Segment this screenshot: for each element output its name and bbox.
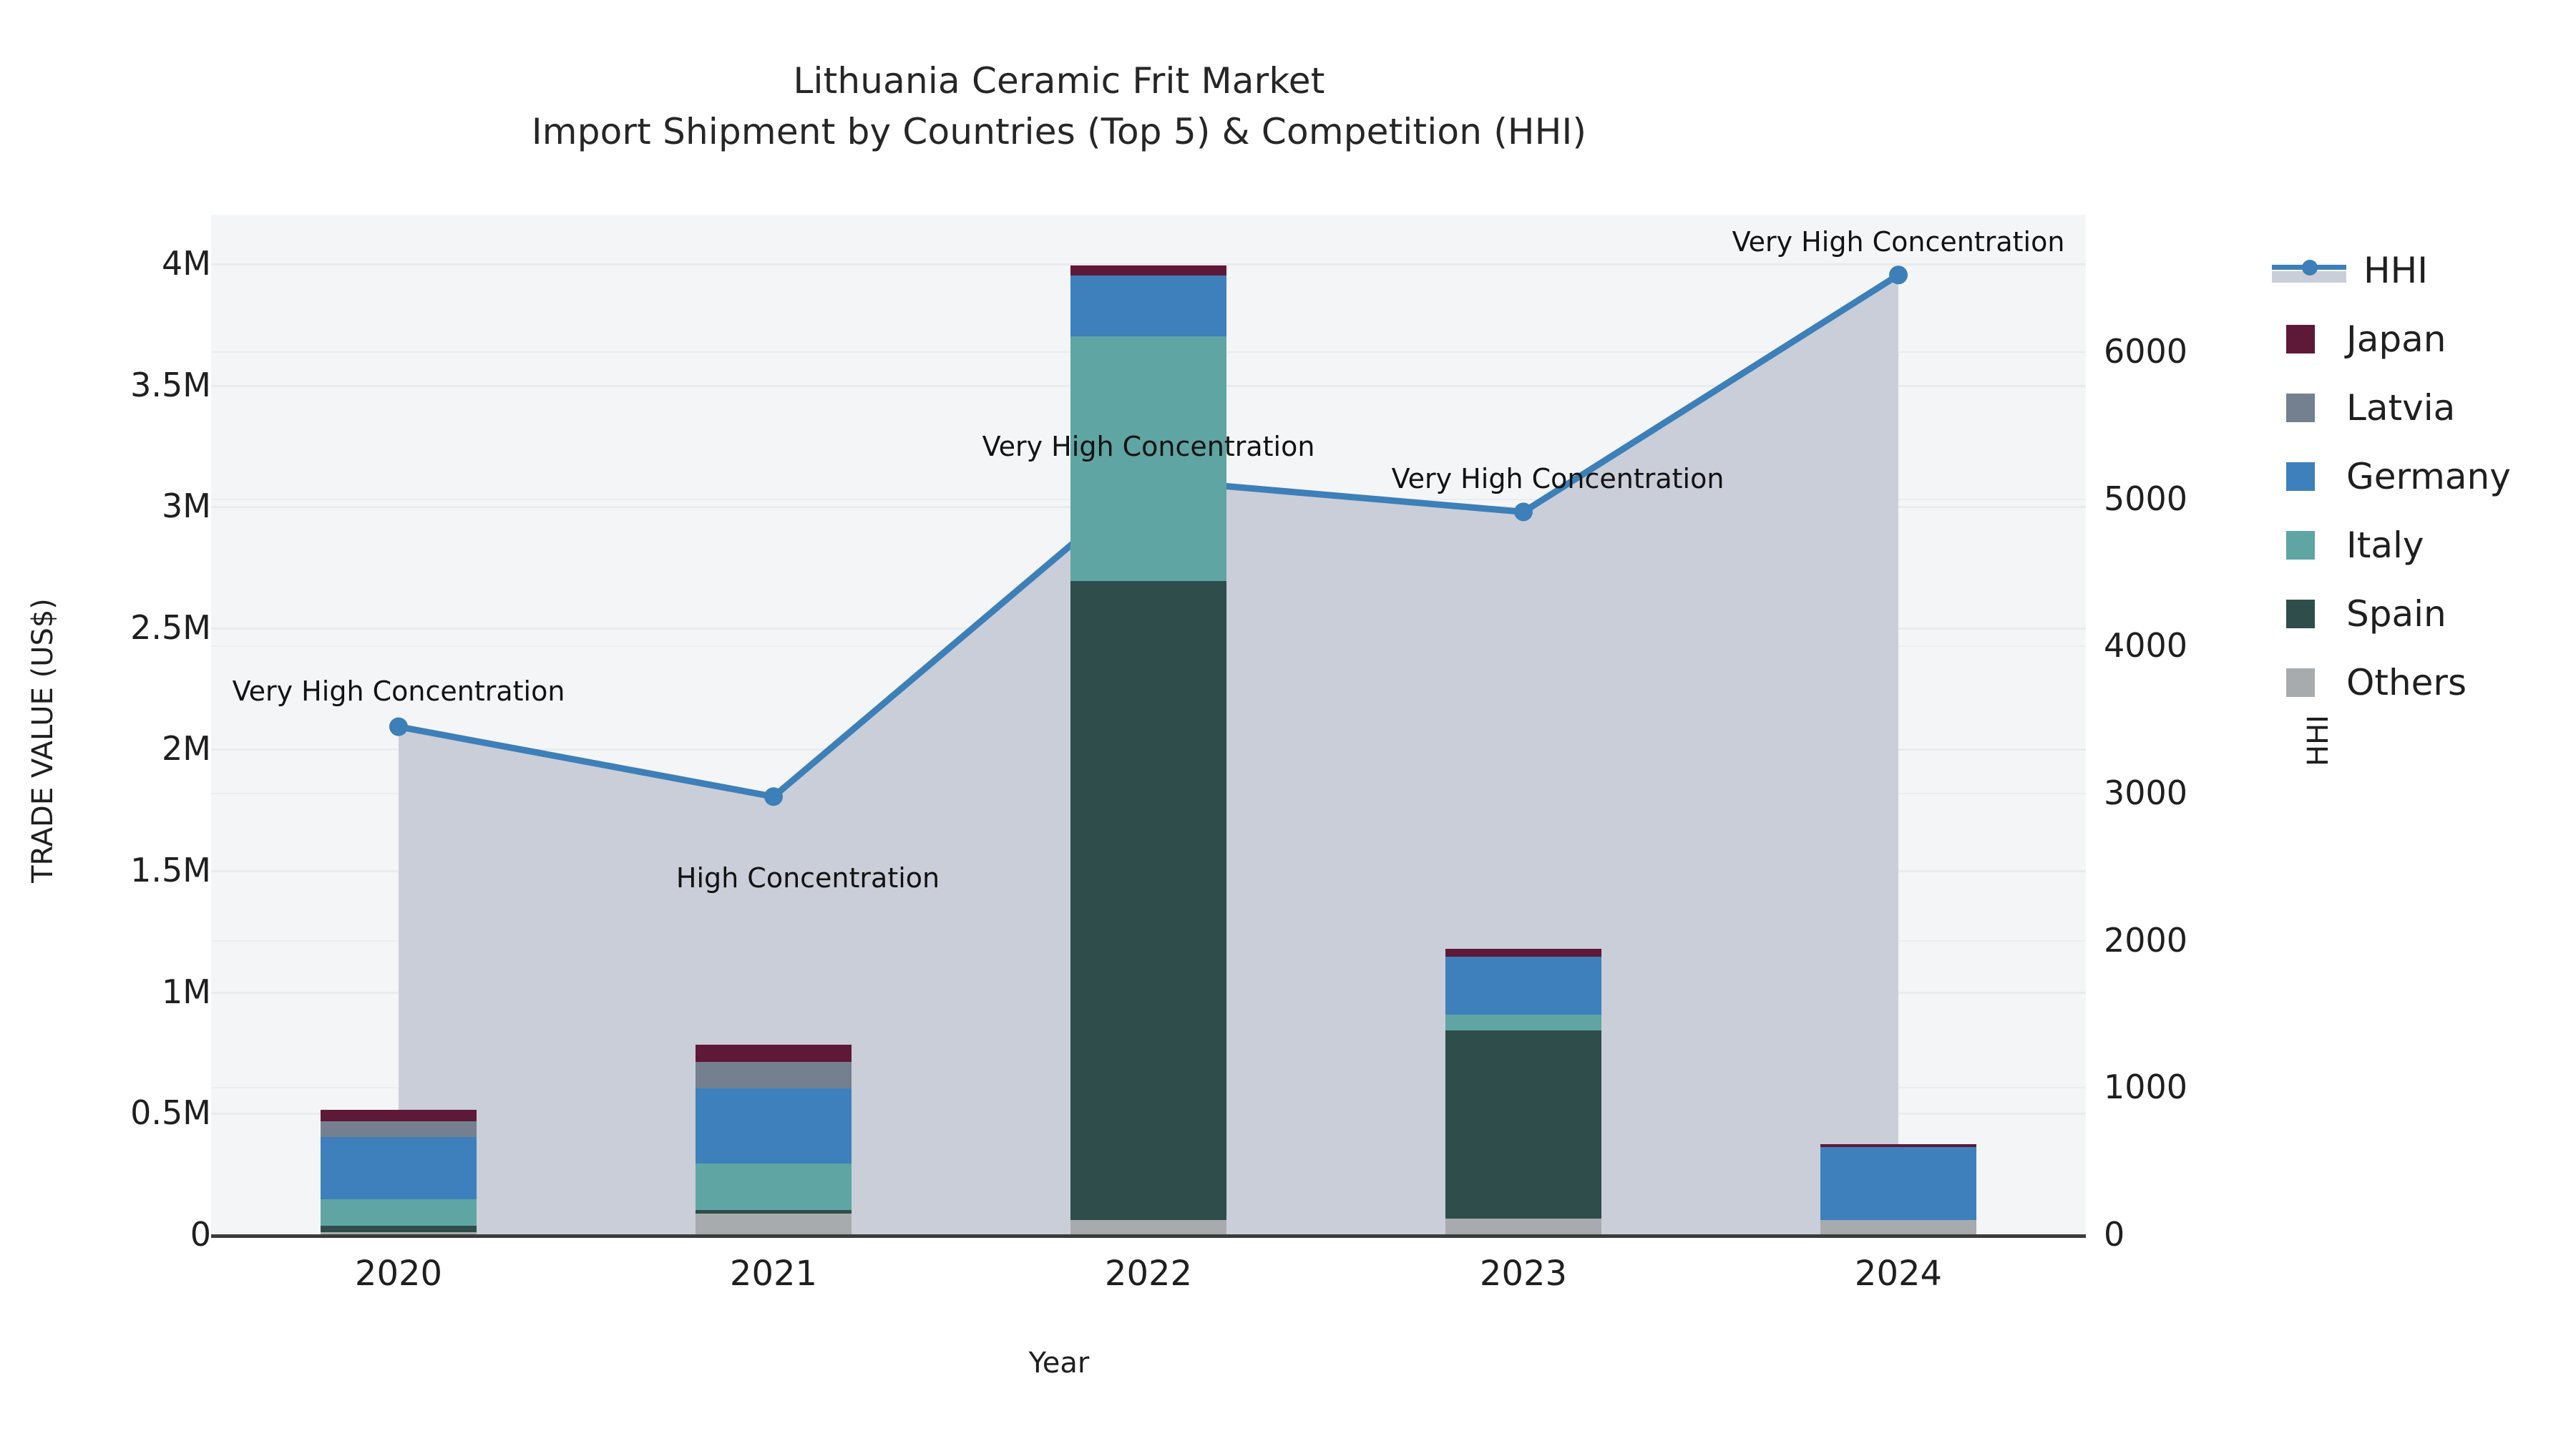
bar-segment-japan-2020[interactable] xyxy=(321,1109,477,1122)
x-tick-label-2022: 2022 xyxy=(1104,1254,1193,1294)
bar-segment-japan-2021[interactable] xyxy=(696,1045,852,1062)
legend-label: Germany xyxy=(2346,456,2511,497)
legend-item-germany[interactable]: Germany xyxy=(2272,442,2511,511)
y-tick-label: 1.5M xyxy=(130,851,211,890)
bar-segment-italy-2022[interactable] xyxy=(1070,336,1226,582)
bar-segment-others-2023[interactable] xyxy=(1445,1218,1601,1234)
bar-segment-germany-2023[interactable] xyxy=(1445,956,1601,1015)
legend-swatch-icon xyxy=(2286,531,2315,560)
y-tick-label-secondary: 3000 xyxy=(2104,774,2188,813)
bar-group-2024[interactable] xyxy=(1820,1143,1976,1234)
hhi-point-2023 xyxy=(1514,502,1533,522)
bar-segment-spain-2021[interactable] xyxy=(696,1209,852,1214)
bar-segment-germany-2021[interactable] xyxy=(696,1088,852,1164)
bar-segment-others-2021[interactable] xyxy=(696,1214,852,1234)
legend-item-italy[interactable]: Italy xyxy=(2272,511,2511,580)
legend-line-key-icon xyxy=(2272,258,2346,283)
hhi-annotation-2020: Very High Concentration xyxy=(232,675,565,707)
hhi-annotation-2022: Very High Concentration xyxy=(982,431,1315,463)
gridline xyxy=(211,263,2086,265)
legend-swatch-icon xyxy=(2286,668,2315,697)
legend-label: Italy xyxy=(2346,525,2424,566)
y-axis-title: TRADE VALUE (US$) xyxy=(26,598,59,883)
bar-segment-japan-2024[interactable] xyxy=(1820,1143,1976,1147)
legend-label: HHI xyxy=(2363,250,2428,291)
legend-label: Latvia xyxy=(2346,387,2456,429)
x-tick-label-2021: 2021 xyxy=(729,1254,818,1294)
bar-segment-spain-2023[interactable] xyxy=(1445,1030,1601,1219)
bar-segment-germany-2022[interactable] xyxy=(1070,275,1226,336)
legend-item-hhi[interactable]: HHI xyxy=(2272,236,2511,305)
y-tick-label: 2.5M xyxy=(130,608,211,647)
hhi-point-2020 xyxy=(389,717,408,736)
hhi-annotation-2021: High Concentration xyxy=(675,862,940,894)
legend-label: Japan xyxy=(2346,318,2446,360)
x-tick-label-2024: 2024 xyxy=(1854,1254,1943,1294)
chart-legend: HHI Japan Latvia Germany Italy Spain Others xyxy=(2272,236,2511,717)
x-axis-title: Year xyxy=(1028,1347,1090,1380)
bar-segment-italy-2021[interactable] xyxy=(696,1163,852,1210)
x-tick-label-2020: 2020 xyxy=(354,1254,443,1294)
y-tick-label: 4M xyxy=(162,243,211,283)
bar-segment-others-2020[interactable] xyxy=(321,1231,477,1234)
hhi-annotation-2023: Very High Concentration xyxy=(1391,463,1724,495)
x-axis-line xyxy=(211,1234,2086,1238)
bar-segment-spain-2022[interactable] xyxy=(1070,581,1226,1220)
chart-title-block: Lithuania Ceramic Frit Market Import Shi… xyxy=(0,56,2118,157)
y-tick-label-secondary: 2000 xyxy=(2104,920,2188,960)
y-tick-label: 0.5M xyxy=(130,1093,211,1133)
y-tick-label: 2M xyxy=(162,729,211,769)
y-tick-label-secondary: 5000 xyxy=(2104,479,2188,518)
hhi-point-2024 xyxy=(1889,265,1908,285)
bar-segment-spain-2020[interactable] xyxy=(321,1226,477,1232)
legend-label: Spain xyxy=(2346,593,2446,635)
bar-segment-others-2022[interactable] xyxy=(1070,1219,1226,1234)
legend-label: Others xyxy=(2346,662,2467,703)
legend-item-japan[interactable]: Japan xyxy=(2272,305,2511,374)
legend-swatch-icon xyxy=(2286,462,2315,491)
y-tick-label-secondary: 4000 xyxy=(2104,626,2188,665)
bar-segment-others-2024[interactable] xyxy=(1820,1219,1976,1234)
y-tick-label: 3M xyxy=(162,487,211,526)
chart-title: Lithuania Ceramic Frit Market xyxy=(793,60,1325,102)
bar-group-2023[interactable] xyxy=(1445,949,1601,1234)
legend-item-others[interactable]: Others xyxy=(2272,648,2511,717)
hhi-point-2021 xyxy=(764,787,783,806)
chart-subtitle: Import Shipment by Countries (Top 5) & C… xyxy=(531,111,1587,152)
hhi-annotation-2024: Very High Concentration xyxy=(1732,226,2065,258)
bar-segment-japan-2023[interactable] xyxy=(1445,949,1601,957)
bar-segment-germany-2020[interactable] xyxy=(321,1137,477,1199)
bar-segment-germany-2024[interactable] xyxy=(1820,1146,1976,1220)
bar-segment-italy-2023[interactable] xyxy=(1445,1014,1601,1031)
x-tick-label-2023: 2023 xyxy=(1479,1254,1568,1294)
y-tick-label-secondary: 6000 xyxy=(2104,332,2188,371)
bar-segment-italy-2020[interactable] xyxy=(321,1199,477,1226)
bar-segment-latvia-2021[interactable] xyxy=(696,1061,852,1089)
bar-group-2021[interactable] xyxy=(696,1045,852,1234)
bar-segment-latvia-2020[interactable] xyxy=(321,1121,477,1138)
y-tick-label-secondary: 0 xyxy=(2104,1215,2125,1254)
bar-segment-japan-2022[interactable] xyxy=(1070,265,1226,275)
y-tick-label: 1M xyxy=(162,972,211,1011)
legend-swatch-icon xyxy=(2286,600,2315,628)
legend-item-latvia[interactable]: Latvia xyxy=(2272,374,2511,442)
bar-group-2022[interactable] xyxy=(1070,265,1226,1234)
y-tick-label: 0 xyxy=(190,1215,211,1254)
legend-swatch-icon xyxy=(2286,325,2315,353)
bar-group-2020[interactable] xyxy=(321,1109,477,1234)
plot-area xyxy=(211,215,2086,1234)
legend-item-spain[interactable]: Spain xyxy=(2272,580,2511,648)
legend-swatch-icon xyxy=(2286,394,2315,422)
y-tick-label-secondary: 1000 xyxy=(2104,1068,2188,1107)
y-tick-label: 3.5M xyxy=(130,365,211,404)
